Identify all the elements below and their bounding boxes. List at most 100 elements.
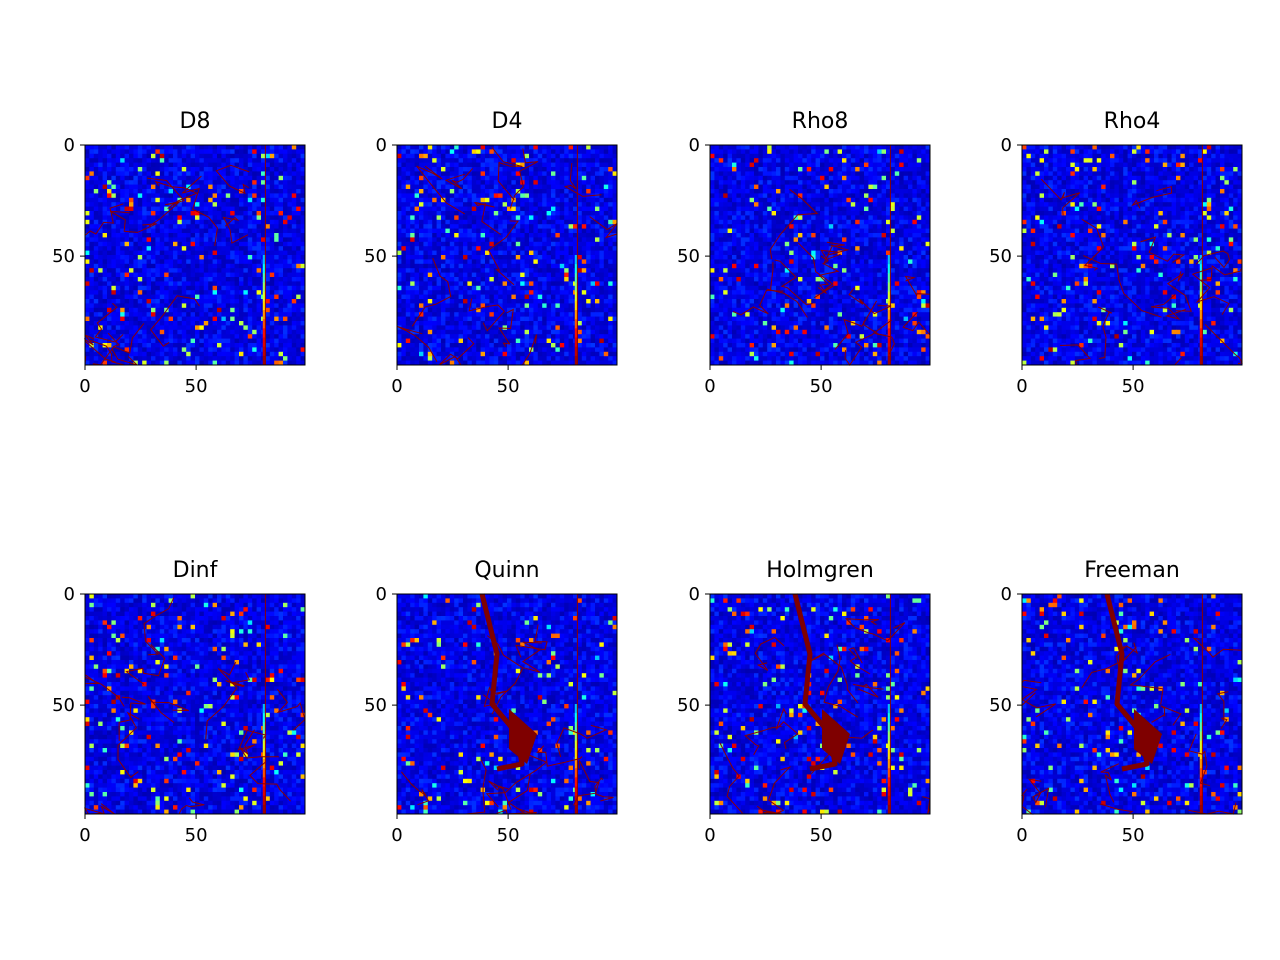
heatmap-cell: [291, 228, 297, 234]
heatmap-cell: [146, 145, 152, 150]
heatmap-cell: [559, 325, 565, 331]
heatmap-cell: [511, 303, 517, 309]
heatmap-cell: [476, 351, 481, 357]
heatmap-cell: [151, 334, 156, 339]
heatmap-cell: [247, 206, 253, 212]
heatmap-cell: [524, 290, 530, 295]
heatmap-cell: [243, 255, 249, 260]
heatmap-cell: [612, 307, 618, 313]
heatmap-cell: [212, 206, 218, 212]
heatmap-cell: [199, 206, 205, 212]
heatmap-cell: [419, 334, 424, 339]
heatmap-cell: [489, 149, 495, 155]
heatmap-cell: [586, 285, 591, 291]
heatmap-cell: [159, 299, 165, 304]
heatmap-cell: [511, 334, 517, 339]
heatmap-cell: [559, 294, 565, 300]
heatmap-cell: [274, 281, 279, 287]
heatmap-cell: [577, 162, 583, 168]
heatmap-cell: [217, 145, 222, 150]
heatmap-cell: [124, 255, 130, 260]
heatmap-cell: [529, 356, 534, 361]
heatmap-cell: [168, 250, 174, 256]
heatmap-cell: [195, 224, 200, 229]
heatmap-cell: [542, 233, 547, 238]
heatmap-cell: [489, 285, 495, 291]
heatmap-cell: [537, 299, 543, 304]
heatmap-cell: [603, 250, 609, 256]
heatmap-cell: [155, 184, 161, 190]
heatmap-cell: [287, 307, 293, 313]
heatmap-cell: [401, 263, 407, 269]
heatmap-cell: [85, 272, 90, 278]
heatmap-cell: [181, 299, 187, 304]
heatmap-cell: [555, 215, 561, 221]
heatmap-cell: [296, 290, 301, 295]
heatmap-cell: [181, 175, 187, 181]
heatmap-cell: [414, 338, 420, 344]
heatmap-cell: [190, 167, 196, 172]
heatmap-cell: [577, 299, 583, 304]
heatmap-cell: [568, 329, 574, 335]
heatmap-cell: [203, 263, 209, 269]
heatmap-cell: [287, 145, 293, 150]
heatmap-cell: [287, 290, 293, 295]
heatmap-cell: [151, 321, 156, 326]
heatmap-cell: [247, 219, 253, 225]
heatmap-cell: [177, 277, 183, 282]
heatmap-cell: [102, 307, 108, 313]
heatmap-cell: [234, 259, 240, 265]
heatmap-cell: [551, 219, 556, 225]
heatmap-cell: [107, 356, 112, 361]
heatmap-cell: [234, 294, 240, 300]
heatmap-cell: [111, 202, 117, 207]
heatmap-cell: [199, 263, 205, 269]
heatmap-cell: [93, 193, 99, 199]
heatmap-cell: [274, 294, 279, 300]
heatmap-cell: [151, 294, 156, 300]
heatmap-cell: [230, 193, 235, 199]
heatmap-cell: [397, 360, 402, 366]
heatmap-cell: [590, 197, 596, 203]
heatmap-cell: [221, 347, 227, 353]
heatmap-cell: [436, 171, 442, 177]
heatmap-cell: [107, 211, 112, 216]
heatmap-cell: [164, 145, 169, 150]
heatmap-cell: [546, 255, 552, 260]
heatmap-cell: [203, 259, 209, 265]
heatmap-cell: [256, 246, 262, 251]
heatmap-cell: [186, 316, 191, 322]
heatmap-cell: [502, 246, 508, 251]
heatmap-cell: [485, 259, 490, 265]
heatmap-cell: [612, 162, 618, 168]
heatmap-cell: [225, 215, 231, 221]
heatmap-cell: [115, 241, 121, 247]
heatmap-cell: [287, 237, 293, 243]
heatmap-cell: [151, 347, 156, 353]
heatmap-cell: [146, 325, 152, 331]
heatmap-cell: [458, 343, 464, 348]
heatmap-cell: [173, 268, 178, 273]
heatmap-cell: [164, 228, 169, 234]
heatmap-cell: [203, 219, 209, 225]
heatmap-cell: [419, 180, 424, 185]
heatmap-cell: [252, 277, 257, 282]
heatmap-cell: [221, 268, 227, 273]
heatmap-cell: [529, 343, 534, 348]
heatmap-cell: [405, 206, 411, 212]
heatmap-cell: [427, 171, 433, 177]
heatmap-cell: [458, 180, 464, 185]
heatmap-cell: [261, 250, 266, 256]
heatmap-cell: [445, 224, 451, 229]
heatmap-cell: [265, 246, 271, 251]
heatmap-cell: [247, 316, 253, 322]
heatmap-cell: [155, 215, 161, 221]
heatmap-cell: [190, 277, 196, 282]
heatmap-cell: [458, 356, 464, 361]
heatmap-cell: [533, 189, 539, 194]
heatmap-cell: [423, 233, 429, 238]
heatmap-cell: [595, 356, 600, 361]
heatmap-cell: [164, 250, 169, 256]
heatmap-cell: [427, 334, 433, 339]
heatmap-cell: [225, 153, 231, 159]
